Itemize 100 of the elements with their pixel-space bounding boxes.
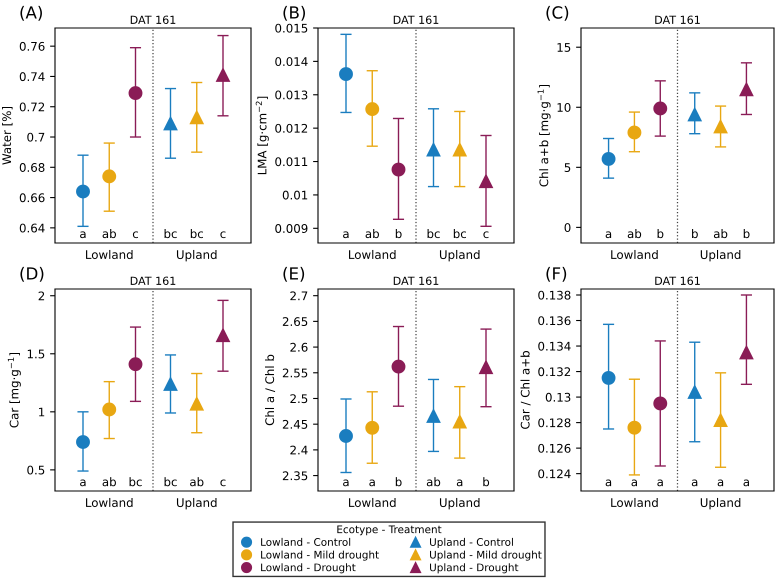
- y-tick-label: 2.4: [290, 446, 308, 454]
- annotation: a: [692, 480, 698, 486]
- y-tick-label: 5: [564, 163, 570, 172]
- annotation: ab: [628, 228, 642, 238]
- y-axis-title: LMA [g·cm$^{−2}$]: [256, 96, 269, 174]
- annotation: ab: [102, 228, 116, 238]
- y-tick-label: 2.65: [282, 317, 308, 326]
- y-tick-label: 0.5: [27, 466, 44, 475]
- chart-title: (A): [20, 6, 42, 21]
- annotation: ab: [190, 477, 204, 486]
- x-tick-label: Upland: [700, 250, 740, 262]
- annotation: a: [657, 480, 663, 486]
- y-axis-title: Chl a+b [mg·g$^{−1}$]: [538, 84, 551, 186]
- annotation: ab: [714, 228, 728, 238]
- annotation: bc: [164, 228, 177, 238]
- annotation: b: [744, 228, 750, 238]
- y-tick-label: 0.76: [20, 42, 45, 51]
- chart-subtitle: DAT 161: [655, 276, 700, 285]
- chart-subtitle: DAT 161: [394, 276, 438, 285]
- x-tick-label: Lowland: [86, 250, 133, 260]
- annotation: b: [396, 477, 402, 486]
- y-tick-label: 1.5: [28, 350, 44, 358]
- x-tick-label: Lowland: [349, 498, 396, 508]
- legend-label: Upland - Control: [430, 538, 513, 548]
- annotation: a: [632, 480, 637, 486]
- y-tick-label: 0.126: [538, 444, 571, 453]
- x-tick-label: Upland: [440, 250, 480, 262]
- y-tick-label: 2.35: [282, 471, 308, 480]
- y-tick-label: 0.124: [538, 469, 571, 478]
- y-tick-label: 0.009: [275, 224, 308, 233]
- x-tick-label: Upland: [176, 498, 216, 510]
- y-tick-label: 0.68: [20, 163, 44, 172]
- y-tick-label: 10: [558, 102, 570, 112]
- annotation: c: [483, 231, 489, 238]
- annotation: c: [220, 231, 226, 238]
- y-axis-title: Car [mg·g$^{−1}$]: [8, 352, 21, 428]
- annotation: a: [80, 231, 86, 238]
- legend-label: Upland - Mild drought: [430, 550, 542, 561]
- x-tick-label: Upland: [176, 250, 216, 262]
- y-tick-label: 0.012: [275, 124, 308, 133]
- y-tick-label: 0.72: [20, 102, 44, 112]
- y-tick-label: 0.138: [538, 290, 570, 300]
- y-tick-label: 2: [38, 291, 44, 300]
- annotation: a: [369, 480, 375, 486]
- y-tick-label: 0.128: [538, 418, 570, 428]
- y-axis-title: Car / Chl a+b: [520, 351, 531, 429]
- annotation: a: [80, 480, 86, 486]
- x-tick-label: Lowland: [611, 250, 658, 260]
- annotation: a: [343, 480, 349, 486]
- annotation: bc: [164, 477, 177, 486]
- annotation: a: [606, 480, 612, 486]
- y-tick-label: 0: [564, 223, 570, 232]
- y-tick-label: 15: [558, 43, 570, 52]
- annotation: b: [396, 228, 402, 238]
- chart-subtitle: DAT 161: [394, 16, 438, 24]
- annotation: a: [744, 480, 749, 486]
- annotation: b: [483, 477, 490, 486]
- chart-subtitle: DAT 161: [655, 16, 700, 24]
- y-tick-label: 2.5: [290, 394, 308, 404]
- legend-label: Upland - Drought: [430, 563, 518, 574]
- annotation: a: [456, 480, 462, 486]
- y-tick-label: 0.015: [275, 24, 308, 33]
- legend-title: Ecotype - Treatment: [337, 526, 442, 536]
- annotation: bc: [190, 228, 204, 238]
- x-tick-label: Upland: [440, 498, 480, 510]
- chart-title: (C): [546, 6, 568, 21]
- annotation: ab: [426, 477, 440, 486]
- annotation: a: [718, 480, 724, 486]
- annotation: ab: [366, 228, 379, 238]
- y-tick-label: 2.7: [290, 291, 308, 300]
- y-tick-label: 0.01: [282, 190, 308, 200]
- y-tick-label: 2.45: [282, 420, 308, 429]
- y-tick-label: 2.6: [290, 342, 308, 352]
- x-tick-label: Lowland: [86, 498, 133, 508]
- y-tick-label: 0.011: [275, 157, 308, 166]
- annotation: b: [692, 228, 698, 238]
- chart-title: (F): [546, 266, 566, 282]
- x-tick-label: Lowland: [349, 250, 396, 260]
- annotation: c: [220, 480, 226, 486]
- y-tick-label: 0.014: [275, 57, 308, 66]
- annotation: ab: [102, 477, 116, 486]
- chart-title: (D): [20, 266, 44, 282]
- y-tick-label: 0.64: [20, 224, 45, 233]
- chart-subtitle: DAT 161: [130, 276, 176, 285]
- annotation: a: [343, 231, 349, 238]
- y-tick-label: 0.13: [546, 392, 570, 402]
- y-tick-label: 1: [39, 408, 44, 416]
- y-axis-title: Water [%]: [2, 106, 13, 165]
- x-tick-label: Upland: [700, 498, 740, 510]
- chart-subtitle: DAT 161: [130, 16, 176, 24]
- y-tick-label: 0.132: [538, 367, 570, 376]
- legend-label: Lowland - Mild drought: [261, 550, 379, 561]
- y-tick-label: 0.66: [20, 193, 45, 202]
- legend-label: Lowland - Control: [261, 538, 350, 546]
- annotation: a: [606, 231, 612, 238]
- chart-title: (B): [283, 6, 306, 21]
- y-tick-label: 0.134: [538, 342, 571, 351]
- chart-title: (E): [283, 266, 304, 282]
- y-tick-label: 0.013: [275, 90, 308, 100]
- y-tick-label: 0.74: [20, 72, 45, 82]
